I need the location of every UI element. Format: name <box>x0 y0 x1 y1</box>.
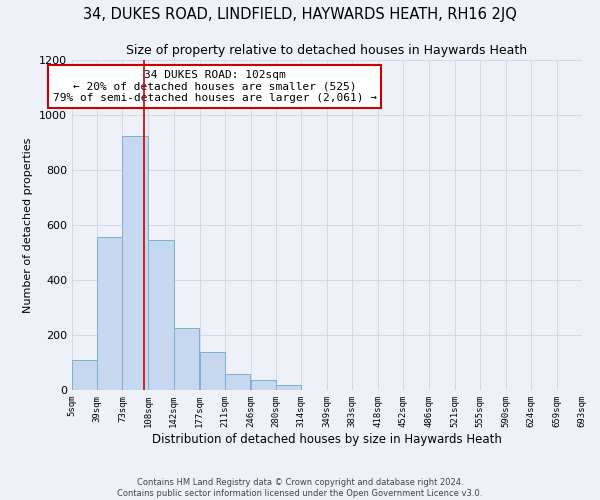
Bar <box>173 328 199 390</box>
Bar <box>122 136 148 390</box>
Y-axis label: Number of detached properties: Number of detached properties <box>23 138 34 312</box>
Bar <box>225 374 250 390</box>
Bar <box>199 352 225 390</box>
Bar <box>72 360 97 390</box>
Text: Contains HM Land Registry data © Crown copyright and database right 2024.
Contai: Contains HM Land Registry data © Crown c… <box>118 478 482 498</box>
Bar <box>97 237 122 390</box>
Title: Size of property relative to detached houses in Haywards Heath: Size of property relative to detached ho… <box>127 44 527 58</box>
Bar <box>251 380 276 390</box>
Text: 34, DUKES ROAD, LINDFIELD, HAYWARDS HEATH, RH16 2JQ: 34, DUKES ROAD, LINDFIELD, HAYWARDS HEAT… <box>83 8 517 22</box>
Bar <box>276 385 301 390</box>
X-axis label: Distribution of detached houses by size in Haywards Heath: Distribution of detached houses by size … <box>152 432 502 446</box>
Bar <box>148 240 173 390</box>
Text: 34 DUKES ROAD: 102sqm
← 20% of detached houses are smaller (525)
79% of semi-det: 34 DUKES ROAD: 102sqm ← 20% of detached … <box>53 70 377 103</box>
